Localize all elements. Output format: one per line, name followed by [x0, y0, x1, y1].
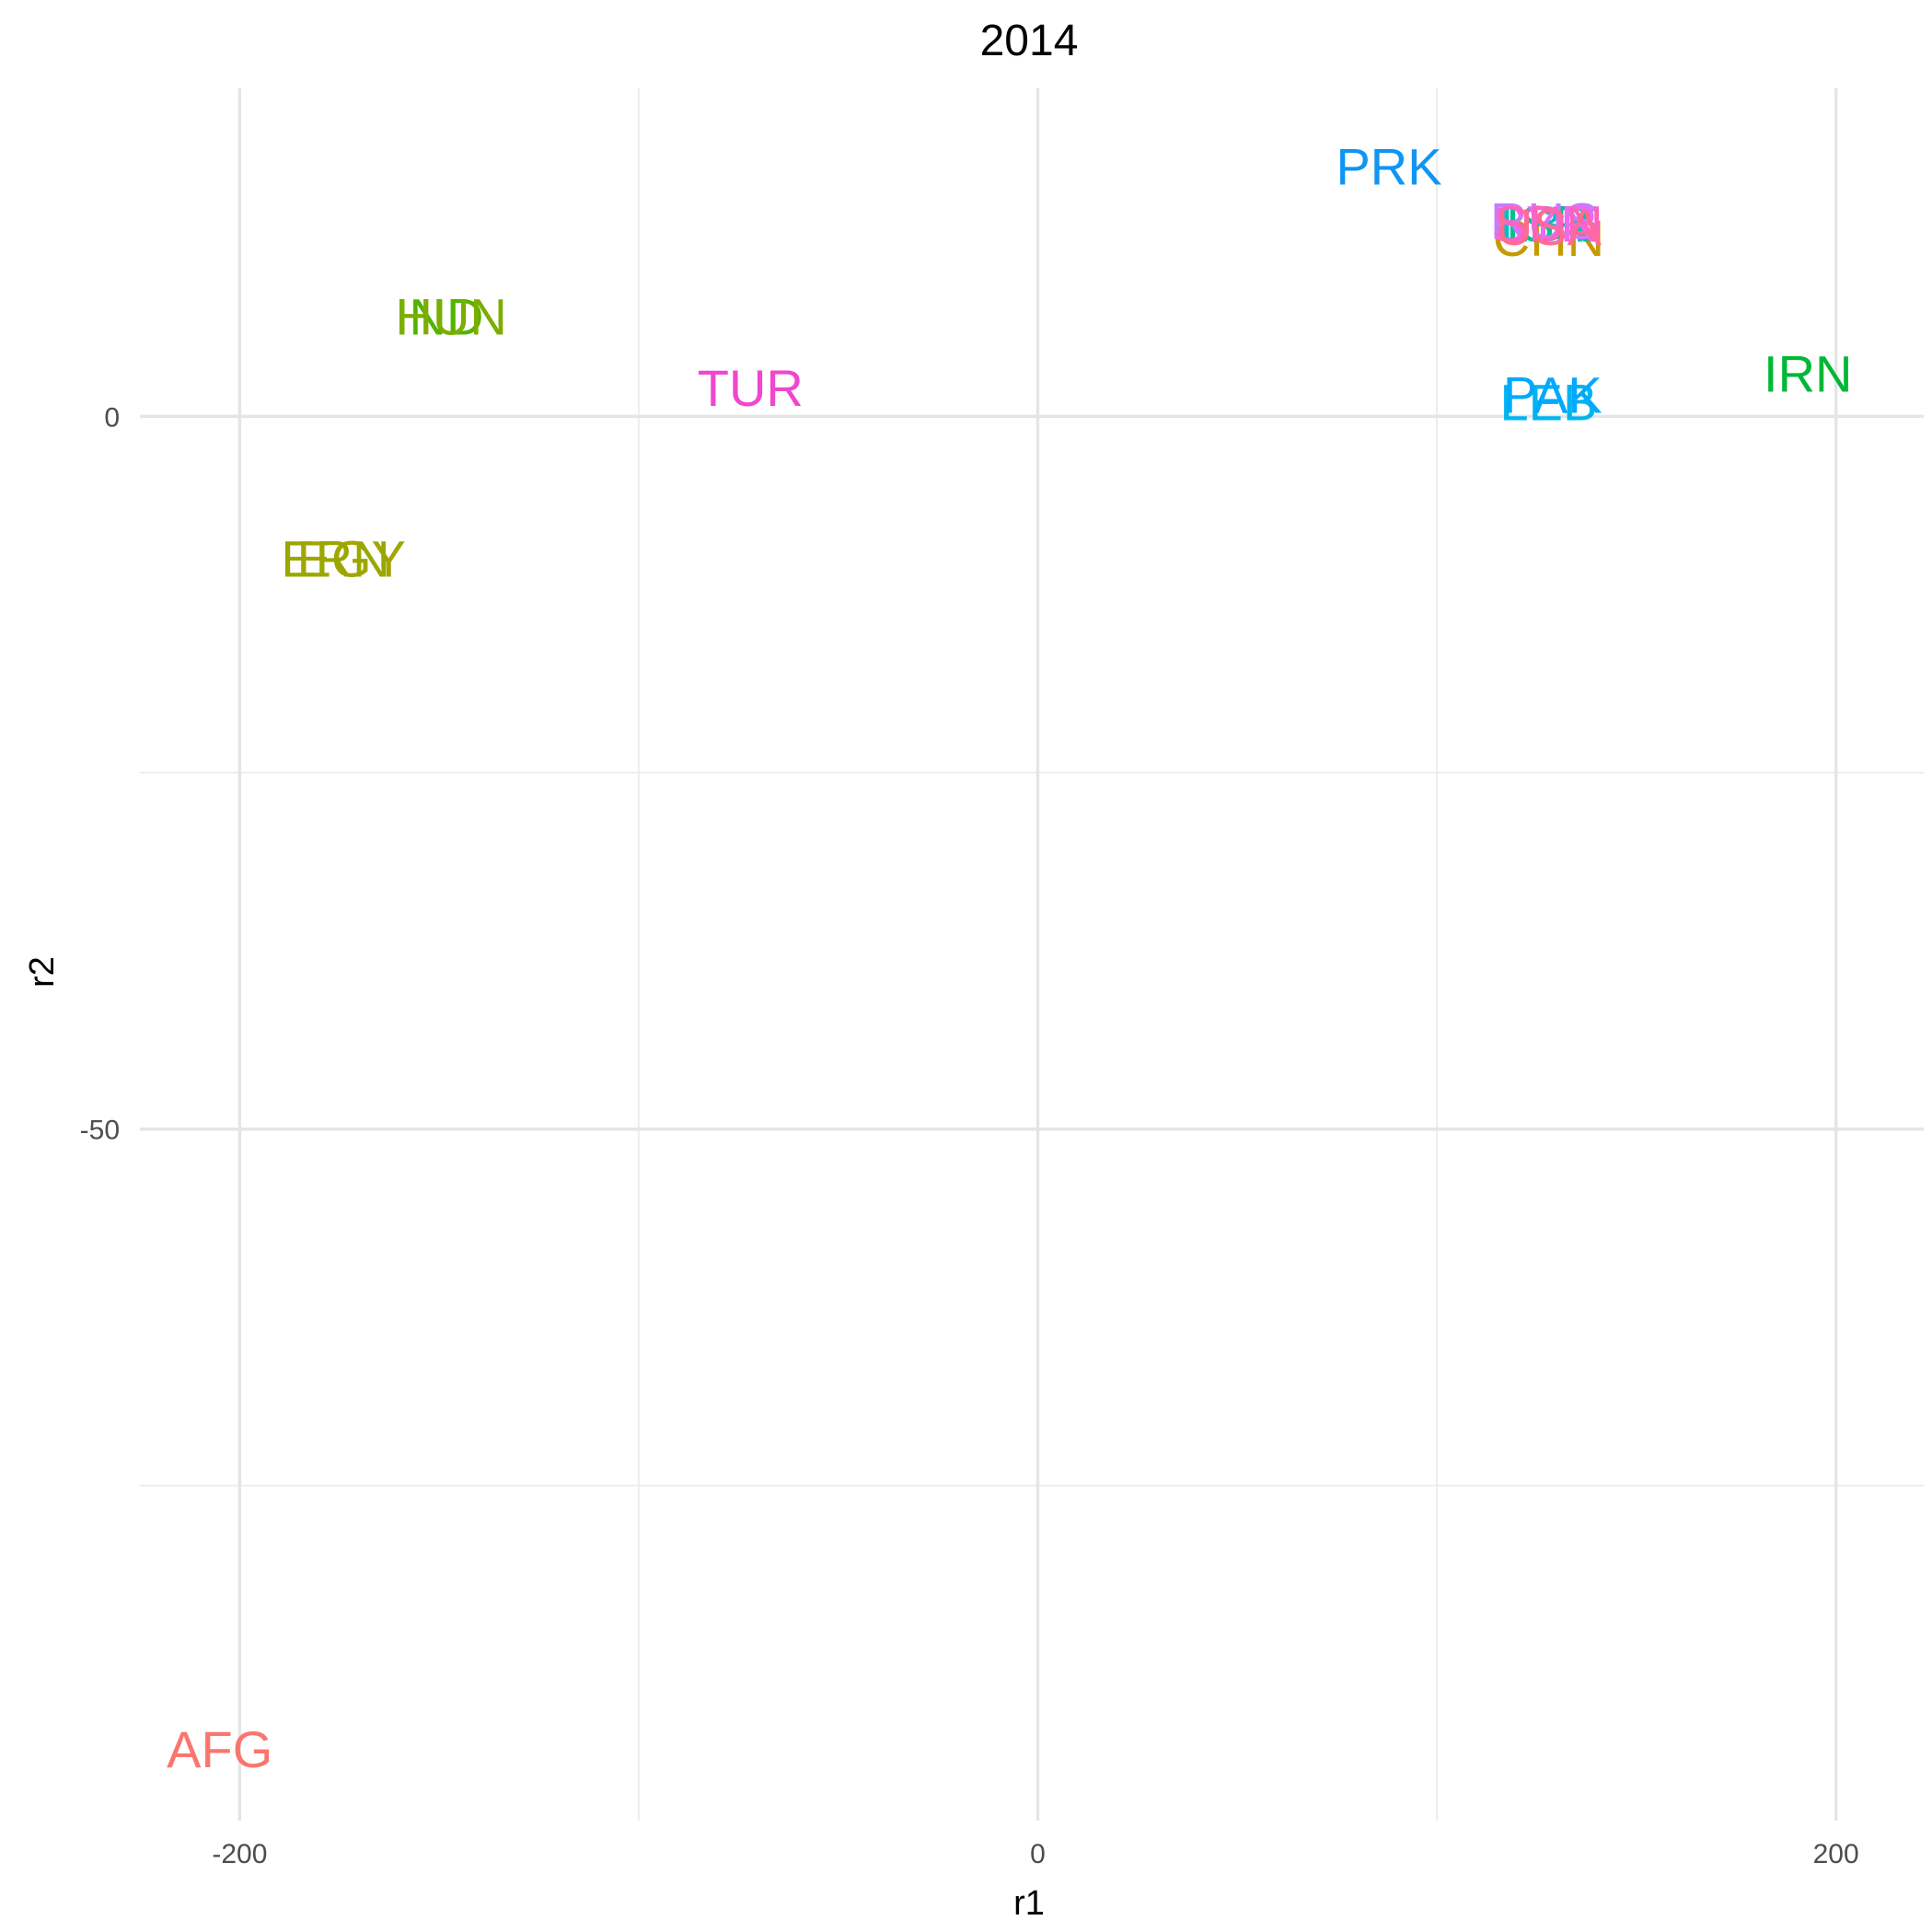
point-label-rus: RUS — [1490, 192, 1599, 250]
point-label-isr: ISR — [1506, 195, 1591, 253]
point-label-hun: HUN — [396, 287, 507, 345]
point-label-pak: PAK — [1503, 366, 1602, 424]
point-label-leb: LEB — [1500, 373, 1598, 431]
point-label-chn: CHN — [1493, 209, 1604, 267]
x-tick-label: 0 — [1030, 1839, 1046, 1869]
point-label-afg: AFG — [167, 1720, 272, 1778]
x-axis-title: r1 — [1013, 1884, 1045, 1923]
x-tick-label: 200 — [1813, 1839, 1859, 1869]
y-tick-labels: -50 0 — [80, 402, 120, 1145]
point-label-sdn: SDN — [1494, 195, 1602, 253]
point-label-lby: LBY — [1500, 195, 1598, 253]
point-label-irn: IRN — [1764, 344, 1852, 402]
y-tick-label: 0 — [104, 402, 120, 433]
grid-lines — [140, 88, 1924, 1821]
x-tick-label: -200 — [212, 1839, 267, 1869]
point-label-prk: PRK — [1336, 138, 1441, 196]
x-tick-labels: -200 0 200 — [212, 1839, 1858, 1869]
point-label-ind: IND — [395, 287, 483, 345]
point-label-egy: EGY — [297, 530, 406, 588]
point-label-usa: USA — [1496, 198, 1602, 256]
y-tick-label: -50 — [80, 1116, 120, 1146]
point-label-ern: ERN — [281, 530, 389, 588]
y-axis-title: r2 — [23, 956, 62, 988]
point-label-syr: SYR — [1492, 195, 1598, 253]
chart-title: 2014 — [980, 17, 1079, 65]
point-label-tur: TUR — [698, 359, 804, 417]
